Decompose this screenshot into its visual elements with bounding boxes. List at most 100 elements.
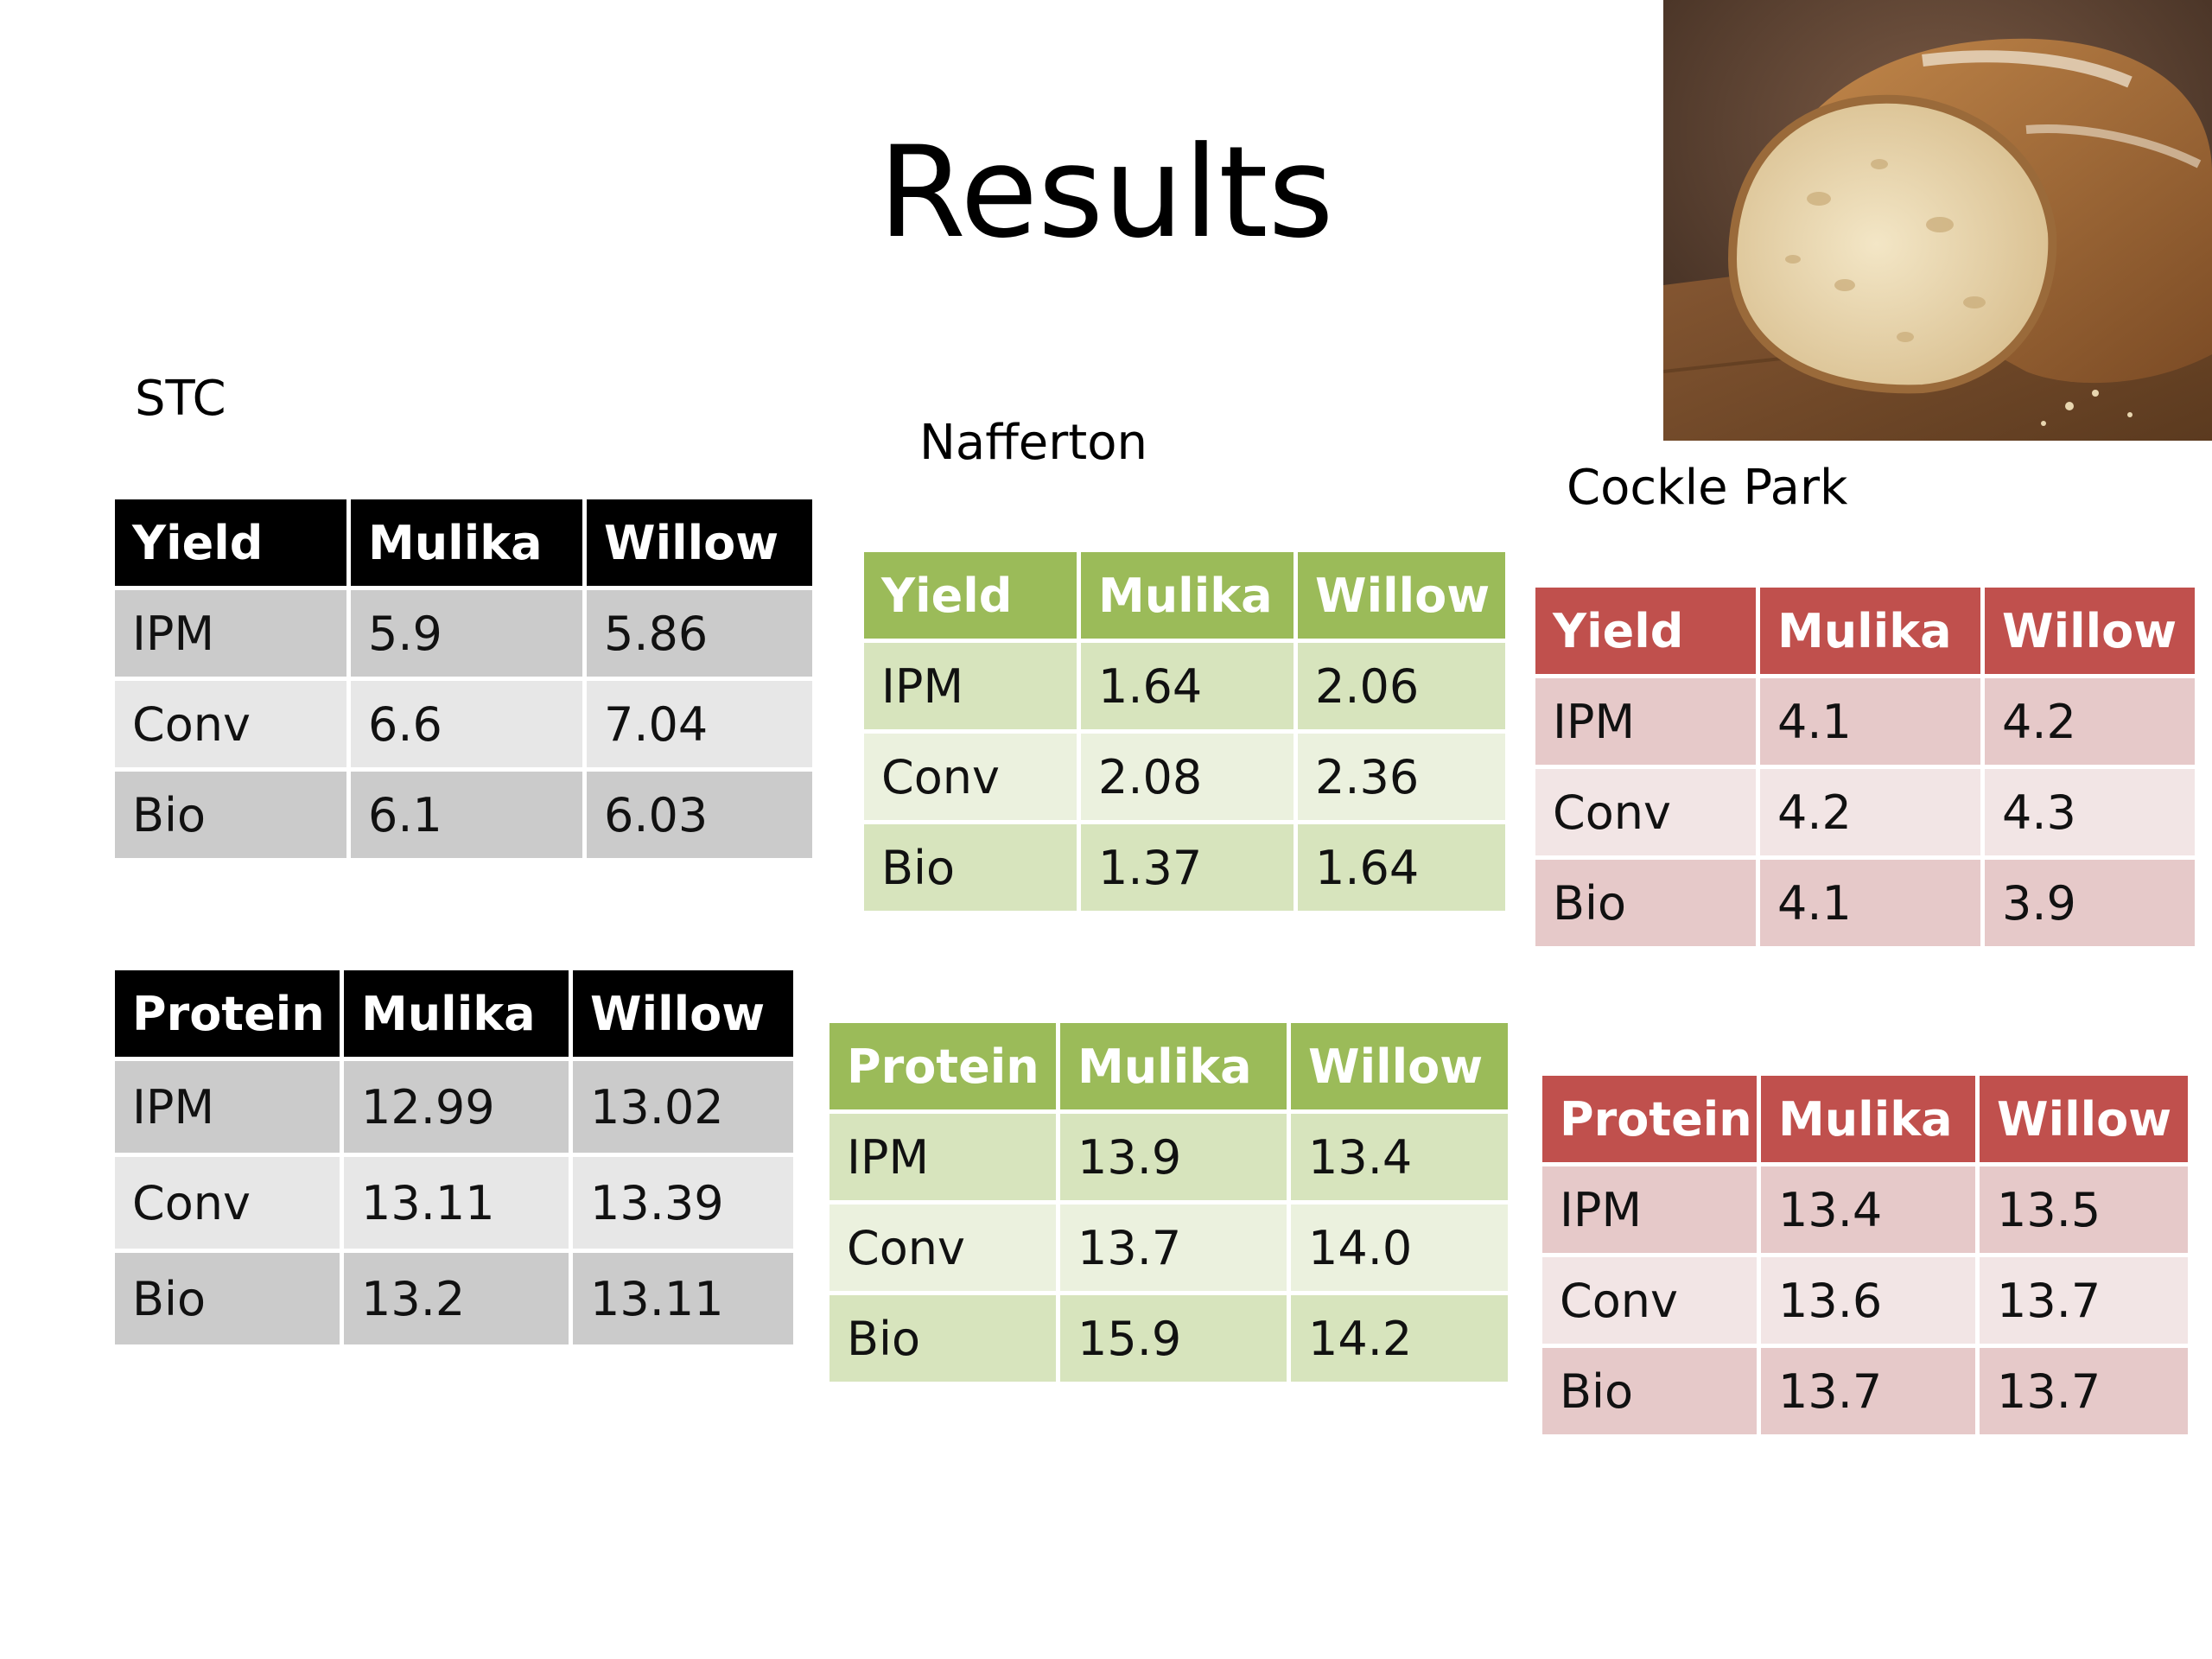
header-cell: Mulika [351, 499, 582, 586]
table-row: IPM 13.4 13.5 [1542, 1166, 2188, 1253]
value-cell: 13.7 [1761, 1348, 1975, 1434]
row-label: Conv [1542, 1257, 1757, 1344]
row-label: Conv [830, 1205, 1056, 1291]
value-cell: 5.9 [351, 590, 582, 677]
value-cell: 4.3 [1985, 769, 2195, 855]
value-cell: 13.7 [1980, 1348, 2188, 1434]
header-cell: Willow [1298, 552, 1505, 639]
header-cell: Willow [587, 499, 812, 586]
value-cell: 13.02 [573, 1061, 793, 1153]
cockle-park-yield-table: Yield Mulika Willow IPM 4.1 4.2 Conv 4.2… [1531, 583, 2199, 950]
row-label: IPM [1535, 678, 1756, 765]
header-cell: Mulika [1760, 588, 1980, 674]
bread-loaf-photo [1663, 0, 2212, 441]
value-cell: 4.1 [1760, 860, 1980, 946]
stc-protein-table: Protein Mulika Willow IPM 12.99 13.02 Co… [111, 966, 798, 1349]
value-cell: 12.99 [344, 1061, 569, 1153]
stc-yield-table: Yield Mulika Willow IPM 5.9 5.86 Conv 6.… [111, 495, 817, 862]
row-label: IPM [1542, 1166, 1757, 1253]
table-header-row: Yield Mulika Willow [864, 552, 1505, 639]
value-cell-highlighted: 2.08 [1081, 734, 1294, 820]
value-cell: 13.4 [1291, 1114, 1508, 1200]
cockle-park-protein-table: Protein Mulika Willow IPM 13.4 13.5 Conv… [1538, 1071, 2192, 1439]
site-label-cockle-park: Cockle Park [1567, 460, 1848, 516]
value-cell: 14.0 [1291, 1205, 1508, 1291]
value-cell: 13.9 [1060, 1114, 1287, 1200]
value-cell: 4.1 [1760, 678, 1980, 765]
row-label: IPM [830, 1114, 1056, 1200]
value-cell: 3.9 [1985, 860, 2195, 946]
table-row: Bio 13.2 13.11 [115, 1253, 793, 1344]
value-cell-highlighted: 2.36 [1298, 734, 1505, 820]
slide-title: Results [878, 119, 1334, 266]
value-cell: 13.2 [344, 1253, 569, 1344]
value-cell: 13.11 [573, 1253, 793, 1344]
value-cell-highlighted: 6.6 [351, 681, 582, 767]
header-cell: Protein [830, 1023, 1056, 1109]
table-row: Bio 4.1 3.9 [1535, 860, 2195, 946]
value-cell-highlighted: 15.9 [1060, 1295, 1287, 1382]
header-cell: Mulika [1081, 552, 1294, 639]
table-header-row: Protein Mulika Willow [115, 970, 793, 1057]
value-cell: 1.64 [1298, 824, 1505, 911]
header-cell: Yield [864, 552, 1077, 639]
value-cell: 13.39 [573, 1157, 793, 1249]
table-row: IPM 1.64 2.06 [864, 643, 1505, 729]
value-cell: 13.5 [1980, 1166, 2188, 1253]
table-row: IPM 5.9 5.86 [115, 590, 812, 677]
table-header-row: Protein Mulika Willow [1542, 1076, 2188, 1162]
header-cell: Mulika [344, 970, 569, 1057]
row-label: Bio [1535, 860, 1756, 946]
table-row: Conv 13.6 13.7 [1542, 1257, 2188, 1344]
table-row: Conv 2.08 2.36 [864, 734, 1505, 820]
header-cell: Willow [1980, 1076, 2188, 1162]
table-row: Conv 13.11 13.39 [115, 1157, 793, 1249]
value-cell-highlighted: 14.2 [1291, 1295, 1508, 1382]
value-cell: 13.4 [1761, 1166, 1975, 1253]
header-cell: Protein [1542, 1076, 1757, 1162]
row-label: Conv [864, 734, 1077, 820]
row-label: IPM [115, 1061, 340, 1153]
row-label: Bio [115, 1253, 340, 1344]
value-cell: 13.6 [1761, 1257, 1975, 1344]
table-header-row: Protein Mulika Willow [830, 1023, 1508, 1109]
nafferton-protein-table: Protein Mulika Willow IPM 13.9 13.4 Conv… [825, 1019, 1512, 1386]
table-row: Conv 4.2 4.3 [1535, 769, 2195, 855]
value-cell: 2.06 [1298, 643, 1505, 729]
table-row: IPM 4.1 4.2 [1535, 678, 2195, 765]
value-cell: 5.86 [587, 590, 812, 677]
row-label: Bio [830, 1295, 1056, 1382]
table-row: Bio 15.9 14.2 [830, 1295, 1508, 1382]
header-cell: Mulika [1761, 1076, 1975, 1162]
table-header-row: Yield Mulika Willow [115, 499, 812, 586]
table-row: Bio 13.7 13.7 [1542, 1348, 2188, 1434]
table-row: Bio 1.37 1.64 [864, 824, 1505, 911]
value-cell: 4.2 [1985, 678, 2195, 765]
header-cell: Willow [1985, 588, 2195, 674]
row-label: Bio [115, 772, 346, 858]
row-label: IPM [864, 643, 1077, 729]
header-cell: Yield [1535, 588, 1756, 674]
row-label: Conv [115, 1157, 340, 1249]
value-cell: 1.64 [1081, 643, 1294, 729]
value-cell: 13.7 [1060, 1205, 1287, 1291]
row-label: Conv [115, 681, 346, 767]
value-cell: 1.37 [1081, 824, 1294, 911]
value-cell: 13.7 [1980, 1257, 2188, 1344]
value-cell: 4.2 [1760, 769, 1980, 855]
row-label: Bio [1542, 1348, 1757, 1434]
nafferton-yield-table: Yield Mulika Willow IPM 1.64 2.06 Conv 2… [860, 548, 1510, 915]
site-label-nafferton: Nafferton [919, 415, 1147, 471]
table-row: IPM 12.99 13.02 [115, 1061, 793, 1153]
value-cell: 6.03 [587, 772, 812, 858]
row-label: Bio [864, 824, 1077, 911]
table-row: Conv 13.7 14.0 [830, 1205, 1508, 1291]
table-header-row: Yield Mulika Willow [1535, 588, 2195, 674]
header-cell: Mulika [1060, 1023, 1287, 1109]
table-row: Bio 6.1 6.03 [115, 772, 812, 858]
value-cell: 13.11 [344, 1157, 569, 1249]
header-cell: Willow [573, 970, 793, 1057]
site-label-stc: STC [135, 371, 226, 427]
row-label: IPM [115, 590, 346, 677]
value-cell-highlighted: 7.04 [587, 681, 812, 767]
